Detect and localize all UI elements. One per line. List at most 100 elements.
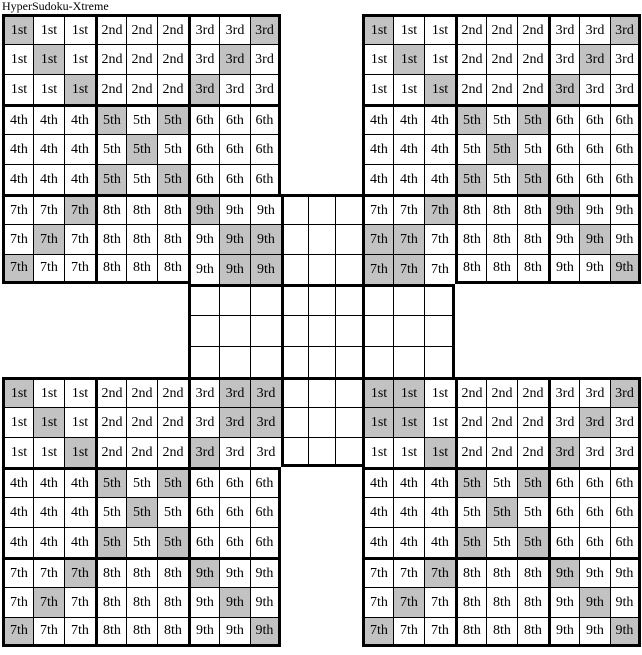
grid-cell[interactable]: 3rd [219,377,250,407]
grid-cell[interactable]: 8th [126,224,157,254]
grid-cell[interactable]: 3rd [548,74,579,104]
grid-cell[interactable]: 6th [548,104,579,134]
grid-cell[interactable]: 7th [64,587,95,617]
center-grid-cell[interactable] [250,284,281,315]
center-grid-cell[interactable] [335,346,362,377]
grid-cell[interactable]: 7th [362,617,393,647]
grid-cell[interactable]: 7th [33,557,64,587]
grid-cell[interactable]: 8th [517,587,548,617]
grid-cell[interactable]: 6th [579,134,610,164]
grid-cell[interactable]: 6th [250,467,281,497]
grid-cell[interactable]: 2nd [486,377,517,407]
center-grid-cell[interactable] [308,377,335,407]
grid-cell[interactable]: 2nd [455,377,486,407]
grid-cell[interactable]: 6th [250,104,281,134]
grid-cell[interactable]: 1st [64,14,95,44]
grid-cell[interactable]: 8th [126,587,157,617]
center-grid-cell[interactable] [250,315,281,346]
grid-cell[interactable]: 2nd [126,407,157,437]
grid-cell[interactable]: 1st [33,437,64,467]
grid-cell[interactable]: 3rd [188,74,219,104]
grid-cell[interactable]: 7th [2,224,33,254]
center-grid-cell[interactable] [188,284,219,315]
center-grid-cell[interactable] [219,315,250,346]
center-grid-cell[interactable] [424,346,455,377]
center-grid-cell[interactable] [219,284,250,315]
grid-cell[interactable]: 7th [393,224,424,254]
grid-cell[interactable]: 3rd [250,377,281,407]
grid-cell[interactable]: 7th [362,254,393,284]
center-grid-cell[interactable] [308,254,335,284]
grid-cell[interactable]: 4th [362,497,393,527]
grid-cell[interactable]: 9th [548,587,579,617]
grid-cell[interactable]: 3rd [219,44,250,74]
grid-cell[interactable]: 9th [250,587,281,617]
grid-cell[interactable]: 5th [157,527,188,557]
grid-cell[interactable]: 5th [486,104,517,134]
grid-cell[interactable]: 7th [2,254,33,284]
grid-cell[interactable]: 7th [2,587,33,617]
grid-cell[interactable]: 7th [64,254,95,284]
grid-cell[interactable]: 6th [548,164,579,194]
grid-cell[interactable]: 9th [548,557,579,587]
grid-cell[interactable]: 3rd [610,377,641,407]
grid-cell[interactable]: 2nd [95,74,126,104]
grid-cell[interactable]: 3rd [188,407,219,437]
grid-cell[interactable]: 9th [548,617,579,647]
grid-cell[interactable]: 8th [126,617,157,647]
grid-cell[interactable]: 4th [33,497,64,527]
center-grid-cell[interactable] [188,346,219,377]
grid-cell[interactable]: 2nd [455,407,486,437]
grid-cell[interactable]: 5th [95,164,126,194]
grid-cell[interactable]: 2nd [486,437,517,467]
grid-cell[interactable]: 3rd [610,74,641,104]
grid-cell[interactable]: 5th [486,164,517,194]
grid-cell[interactable]: 4th [2,497,33,527]
grid-cell[interactable]: 7th [393,617,424,647]
grid-cell[interactable]: 5th [517,104,548,134]
grid-cell[interactable]: 2nd [157,377,188,407]
grid-cell[interactable]: 6th [579,527,610,557]
grid-cell[interactable]: 5th [486,134,517,164]
grid-cell[interactable]: 7th [393,194,424,224]
grid-cell[interactable]: 9th [188,587,219,617]
center-grid-cell[interactable] [308,346,335,377]
grid-cell[interactable]: 9th [219,194,250,224]
grid-cell[interactable]: 9th [188,557,219,587]
grid-cell[interactable]: 6th [188,104,219,134]
grid-cell[interactable]: 4th [393,527,424,557]
grid-cell[interactable]: 1st [362,437,393,467]
grid-cell[interactable]: 5th [455,467,486,497]
grid-cell[interactable]: 6th [219,527,250,557]
grid-cell[interactable]: 1st [33,44,64,74]
grid-cell[interactable]: 1st [2,14,33,44]
center-grid-cell[interactable] [188,315,219,346]
grid-cell[interactable]: 4th [393,104,424,134]
grid-cell[interactable]: 8th [95,557,126,587]
center-grid-cell[interactable] [281,224,308,254]
grid-cell[interactable]: 3rd [548,44,579,74]
center-grid-cell[interactable] [424,315,455,346]
grid-cell[interactable]: 6th [610,104,641,134]
grid-cell[interactable]: 5th [157,497,188,527]
grid-cell[interactable]: 9th [250,194,281,224]
grid-cell[interactable]: 2nd [95,377,126,407]
grid-cell[interactable]: 9th [579,254,610,284]
grid-cell[interactable]: 1st [424,377,455,407]
grid-cell[interactable]: 9th [548,224,579,254]
center-grid-cell[interactable] [308,284,335,315]
grid-cell[interactable]: 1st [64,377,95,407]
grid-cell[interactable]: 9th [219,254,250,284]
grid-cell[interactable]: 6th [188,164,219,194]
grid-cell[interactable]: 3rd [250,74,281,104]
grid-cell[interactable]: 2nd [455,74,486,104]
grid-cell[interactable]: 5th [517,497,548,527]
grid-cell[interactable]: 1st [424,44,455,74]
grid-cell[interactable]: 5th [126,164,157,194]
grid-cell[interactable]: 2nd [455,44,486,74]
grid-cell[interactable]: 4th [33,164,64,194]
grid-cell[interactable]: 1st [33,14,64,44]
grid-cell[interactable]: 1st [393,44,424,74]
grid-cell[interactable]: 8th [486,557,517,587]
grid-cell[interactable]: 2nd [455,14,486,44]
